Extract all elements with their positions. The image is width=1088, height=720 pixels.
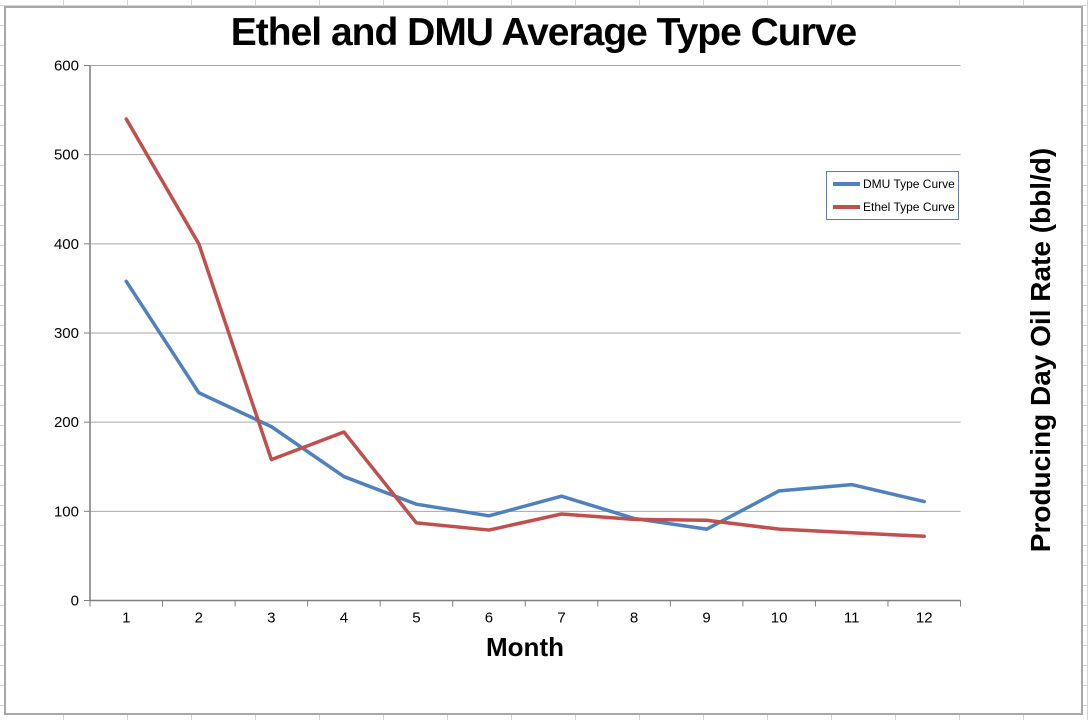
legend-item-ethel: Ethel Type Curve — [833, 200, 958, 214]
y-axis-title: Producing Day Oil Rate (bbl/d) — [1025, 147, 1056, 553]
chart-area — [4, 6, 1083, 715]
x-tick-label: 4 — [340, 610, 348, 627]
x-tick-label: 9 — [702, 610, 710, 627]
y-tick-label: 500 — [54, 147, 79, 164]
x-tick-label: 5 — [412, 610, 420, 627]
chart-title: Ethel and DMU Average Type Curve — [230, 11, 857, 54]
series-line-dmu-type-curve — [124, 279, 926, 531]
ethel-line-swatch-icon — [833, 205, 860, 210]
x-tick-label: 11 — [844, 610, 860, 627]
y-tick-label: 100 — [54, 503, 79, 520]
x-tick-label: 12 — [916, 610, 933, 627]
x-tick-label: 6 — [485, 610, 493, 627]
dmu-line-swatch-icon — [833, 181, 860, 186]
legend-label-ethel: Ethel Type Curve — [863, 200, 955, 215]
legend: DMU Type Curve Ethel Type Curve — [826, 171, 959, 220]
x-tick-label: 3 — [267, 610, 275, 627]
x-tick-label: 10 — [771, 610, 788, 627]
x-tick-label: 8 — [630, 610, 638, 627]
legend-label-dmu: DMU Type Curve — [863, 176, 955, 191]
x-tick-label: 7 — [557, 610, 565, 627]
y-tick-label: 300 — [54, 325, 79, 342]
x-tick-label: 1 — [122, 610, 130, 627]
x-tick-label: 2 — [195, 610, 203, 627]
y-tick-label: 400 — [54, 236, 79, 253]
y-tick-label: 200 — [54, 414, 79, 431]
legend-item-dmu: DMU Type Curve — [833, 177, 958, 191]
y-tick-label: 0 — [71, 593, 79, 610]
series-line-ethel-type-curve — [124, 117, 926, 539]
x-axis-title: Month — [486, 632, 564, 662]
y-tick-label: 600 — [54, 58, 79, 75]
